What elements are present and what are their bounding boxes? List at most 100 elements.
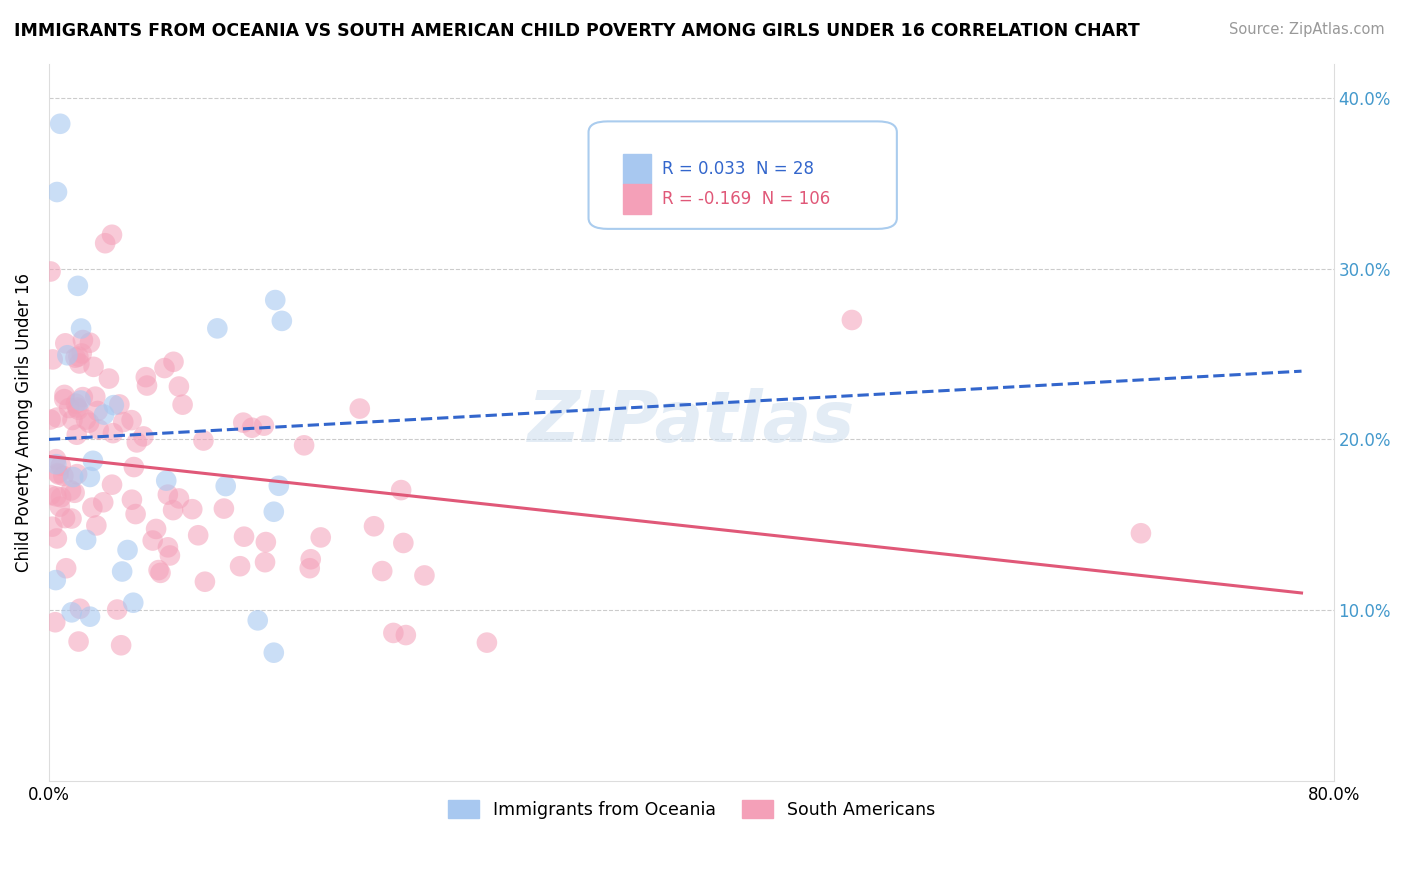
Point xyxy=(45,573,67,587)
Point xyxy=(58,401,80,415)
Point xyxy=(254,555,277,569)
Point xyxy=(121,413,143,427)
Point xyxy=(111,565,134,579)
Point xyxy=(382,626,405,640)
Point xyxy=(49,500,72,514)
Point xyxy=(270,314,292,328)
Point xyxy=(167,491,190,506)
Point xyxy=(395,628,418,642)
Point xyxy=(53,388,76,402)
Point xyxy=(48,467,70,482)
Point xyxy=(122,596,145,610)
Point xyxy=(53,511,76,525)
Point xyxy=(229,559,252,574)
Point xyxy=(108,397,131,411)
Point xyxy=(79,470,101,484)
Point xyxy=(91,495,114,509)
Point xyxy=(86,404,108,418)
Text: R = -0.169  N = 106: R = -0.169 N = 106 xyxy=(662,190,830,208)
Point xyxy=(44,615,66,630)
Point xyxy=(53,336,76,351)
Point xyxy=(101,227,124,242)
Point xyxy=(349,401,371,416)
Point xyxy=(232,416,254,430)
Point xyxy=(413,568,436,582)
Point xyxy=(841,313,863,327)
Point xyxy=(67,402,90,417)
Point xyxy=(62,413,84,427)
Point xyxy=(49,490,72,504)
Point xyxy=(246,613,269,627)
Point xyxy=(39,264,62,278)
Point xyxy=(60,483,83,498)
Point xyxy=(117,543,139,558)
Point xyxy=(101,477,124,491)
Point xyxy=(475,635,498,649)
Point xyxy=(159,549,181,563)
Point xyxy=(172,398,194,412)
Point xyxy=(142,533,165,548)
Point xyxy=(93,408,115,422)
Point xyxy=(39,488,62,502)
Point xyxy=(45,532,67,546)
Point xyxy=(110,638,132,652)
Point xyxy=(125,435,148,450)
Point xyxy=(65,397,87,411)
Point xyxy=(72,390,94,404)
Point xyxy=(84,390,107,404)
Point xyxy=(83,359,105,374)
Bar xyxy=(623,184,651,214)
Point xyxy=(63,485,86,500)
Point xyxy=(65,351,87,365)
Point xyxy=(181,502,204,516)
Point xyxy=(309,531,332,545)
Text: ZIPatlas: ZIPatlas xyxy=(527,388,855,457)
Point xyxy=(46,467,69,481)
Point xyxy=(55,561,77,575)
Point xyxy=(105,602,128,616)
Point xyxy=(60,605,83,619)
Point xyxy=(46,185,69,199)
Point xyxy=(389,483,412,497)
Point xyxy=(67,350,90,364)
Point xyxy=(371,564,394,578)
Point xyxy=(72,333,94,347)
Point xyxy=(41,352,63,367)
Point xyxy=(60,511,83,525)
Point xyxy=(122,460,145,475)
Point xyxy=(52,469,75,483)
Point xyxy=(49,458,72,473)
Point xyxy=(167,379,190,393)
Point xyxy=(77,416,100,430)
Point xyxy=(75,412,97,426)
Point xyxy=(49,117,72,131)
Y-axis label: Child Poverty Among Girls Under 16: Child Poverty Among Girls Under 16 xyxy=(15,273,32,572)
Point xyxy=(66,427,89,442)
Point xyxy=(299,552,322,566)
Text: R = 0.033  N = 28: R = 0.033 N = 28 xyxy=(662,160,814,178)
Point xyxy=(253,418,276,433)
Point xyxy=(87,422,110,436)
Point xyxy=(233,530,256,544)
Point xyxy=(66,278,89,293)
Point xyxy=(187,528,209,542)
FancyBboxPatch shape xyxy=(589,121,897,229)
Point xyxy=(45,457,67,471)
Point xyxy=(193,434,215,448)
Point xyxy=(86,518,108,533)
Point xyxy=(53,392,76,406)
Point xyxy=(39,412,62,426)
Point xyxy=(82,454,104,468)
Point xyxy=(207,321,229,335)
Point xyxy=(132,429,155,443)
Point xyxy=(153,361,176,376)
Point xyxy=(94,236,117,251)
Point xyxy=(82,500,104,515)
Bar xyxy=(623,154,651,184)
Point xyxy=(41,519,63,533)
Point xyxy=(155,474,177,488)
Point xyxy=(162,503,184,517)
Point xyxy=(254,535,277,549)
Point xyxy=(67,634,90,648)
Legend: Immigrants from Oceania, South Americans: Immigrants from Oceania, South Americans xyxy=(440,793,942,826)
